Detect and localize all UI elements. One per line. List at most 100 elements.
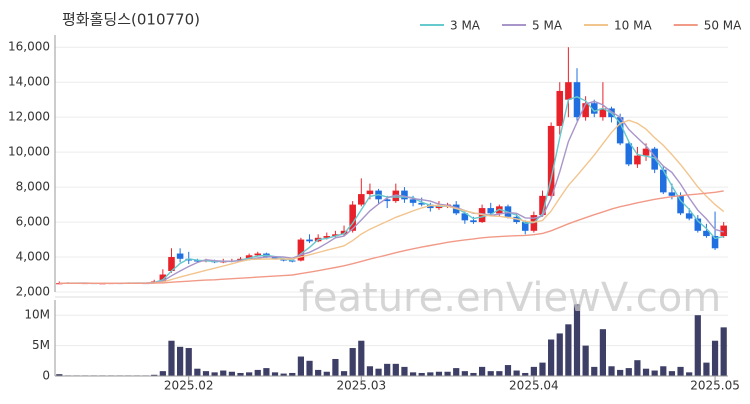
volume-bar xyxy=(677,366,684,376)
candle-body xyxy=(556,90,564,126)
candle-body xyxy=(703,230,710,237)
y-tick-label: 0 xyxy=(42,369,50,383)
candle-body xyxy=(487,208,495,214)
volume-bar xyxy=(668,371,676,376)
legend-label: 50 MA xyxy=(704,19,742,33)
volume-bar xyxy=(220,370,227,376)
candle-body xyxy=(461,213,469,221)
volume-bar xyxy=(246,372,253,376)
volume-bar xyxy=(194,368,201,376)
candle-body xyxy=(194,260,201,262)
volume-bar xyxy=(660,366,667,376)
volume-bar xyxy=(254,369,261,376)
candle-body xyxy=(168,257,175,272)
volume-bar xyxy=(711,340,719,376)
candle-body xyxy=(685,213,693,219)
volume-bar xyxy=(211,372,218,376)
candle-body xyxy=(358,194,365,205)
candle-body xyxy=(521,222,529,231)
volume-bar xyxy=(375,368,382,376)
candle-body xyxy=(427,204,434,209)
candle-body xyxy=(565,82,572,100)
volume-bar xyxy=(591,366,598,376)
candle-body xyxy=(435,206,443,209)
candle-body xyxy=(590,103,598,114)
volume-bar xyxy=(159,371,166,376)
volume-bar xyxy=(599,329,606,376)
candle-body xyxy=(668,192,676,196)
volume-bar xyxy=(151,374,158,376)
moving-average-line xyxy=(59,100,724,284)
volume-bar xyxy=(340,371,348,376)
y-tick-label: 2,000 xyxy=(16,285,50,299)
volume-bar xyxy=(582,345,589,376)
candle-body xyxy=(297,239,305,261)
volume-bar xyxy=(651,370,658,376)
volume-bar xyxy=(487,371,494,376)
volume-bar xyxy=(703,362,710,376)
y-tick-label: 10M xyxy=(24,308,50,322)
candle-body xyxy=(349,204,356,231)
x-tick-label: 2025.04 xyxy=(509,379,559,393)
candle-body xyxy=(720,225,727,237)
candle-body xyxy=(711,236,719,249)
volume-bar xyxy=(694,315,701,376)
legend-label: 5 MA xyxy=(532,19,563,33)
volume-bar xyxy=(202,371,210,376)
volume-bar xyxy=(401,366,408,376)
volume-bar xyxy=(271,372,279,376)
candle-body xyxy=(332,234,339,237)
volume-bar xyxy=(409,372,417,376)
volume-bar xyxy=(608,366,615,376)
y-tick-label: 5M xyxy=(32,338,50,352)
candle-body xyxy=(288,260,296,262)
volume-bar xyxy=(358,340,365,376)
candle-body xyxy=(694,218,702,231)
volume-bar xyxy=(177,346,184,376)
candle-body xyxy=(573,82,581,118)
volume-bar xyxy=(384,363,391,376)
candle-body xyxy=(677,195,684,214)
volume-bar xyxy=(478,366,486,376)
candle-body xyxy=(660,169,667,193)
volume-bar xyxy=(263,368,270,376)
chart-title: 평화홀딩스(010770) xyxy=(62,11,200,29)
volume-bar xyxy=(573,304,581,376)
candle-body xyxy=(599,108,607,118)
candle-body xyxy=(582,103,589,118)
x-tick-label: 2025.05 xyxy=(690,379,740,393)
volume-bar xyxy=(323,371,330,376)
candle-body xyxy=(401,190,408,200)
candle-body xyxy=(383,199,391,202)
x-tick-label: 2025.02 xyxy=(164,379,214,393)
candle-body xyxy=(245,255,253,259)
candle-body xyxy=(306,239,313,242)
candle-body xyxy=(392,190,400,202)
volume-bar xyxy=(185,348,192,376)
x-tick-label: 2025.03 xyxy=(336,379,386,393)
legend-label: 10 MA xyxy=(614,19,652,33)
candle-body xyxy=(176,253,184,259)
volume-bar xyxy=(686,372,693,376)
candle-body xyxy=(323,236,331,238)
volume-bar xyxy=(435,371,443,376)
y-tick-label: 10,000 xyxy=(8,145,50,159)
volume-bar xyxy=(720,327,727,376)
volume-bar xyxy=(556,333,563,376)
volume-bar xyxy=(349,348,356,376)
candle-body xyxy=(254,253,262,256)
volume-bar xyxy=(315,369,322,376)
volume-bar xyxy=(617,369,624,376)
candle-body xyxy=(470,220,477,223)
candle-body xyxy=(539,195,546,216)
y-tick-label: 6,000 xyxy=(16,215,50,229)
legend-label: 3 MA xyxy=(450,19,481,33)
volume-bar xyxy=(444,371,451,376)
candle-body xyxy=(418,202,425,205)
candle-body xyxy=(185,258,193,261)
volume-bar xyxy=(297,356,305,376)
volume-bar xyxy=(168,340,175,376)
candle-body xyxy=(625,143,633,165)
candle-body xyxy=(634,155,641,165)
volume-bar xyxy=(392,363,399,376)
